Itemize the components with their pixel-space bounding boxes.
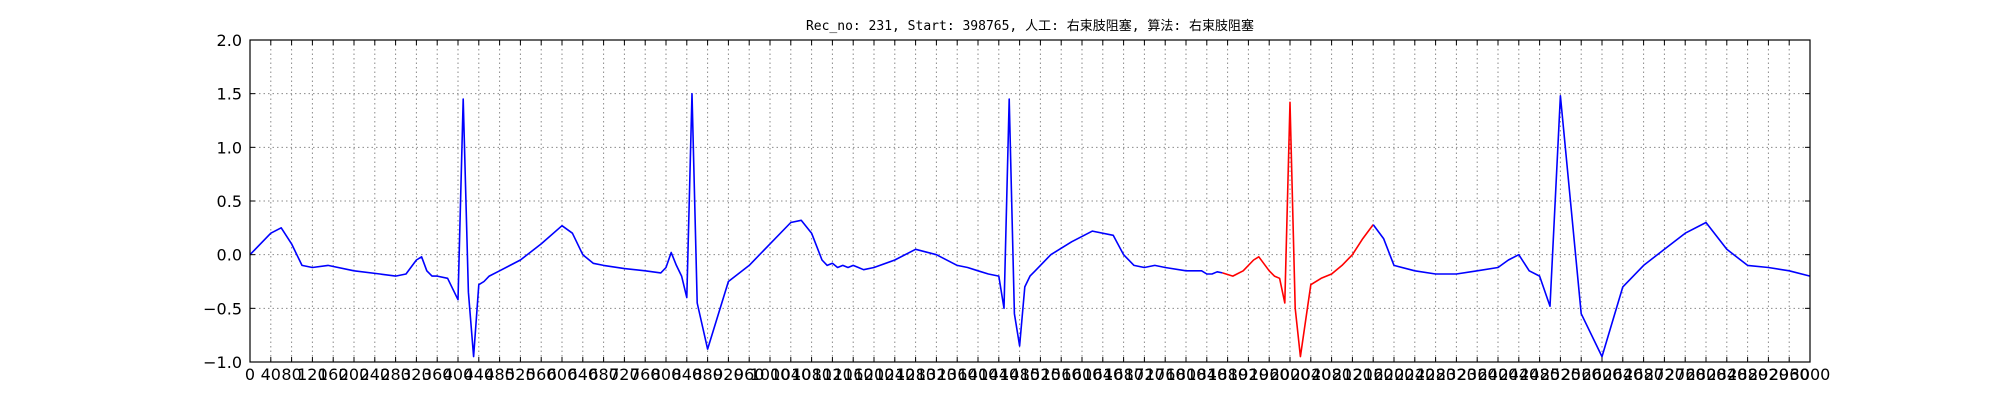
x-tick-label: 1880 bbox=[1207, 365, 1248, 384]
x-tick-label: 2360 bbox=[1457, 365, 1498, 384]
ecg-trace-segment-2 bbox=[1222, 101, 1374, 358]
x-tick-label: 1440 bbox=[978, 365, 1019, 384]
x-tick-label: 720 bbox=[609, 365, 640, 384]
x-tick-label: 280 bbox=[380, 365, 411, 384]
ecg-trace-segment-1 bbox=[249, 92, 1223, 358]
y-tick-label: 0.0 bbox=[217, 246, 242, 265]
y-tick-label: −1.0 bbox=[203, 353, 242, 372]
x-tick-label: 120 bbox=[297, 365, 328, 384]
x-tick-label: 2640 bbox=[1602, 365, 1643, 384]
x-tick-label: 200 bbox=[339, 365, 370, 384]
x-tick-label: 40 bbox=[261, 365, 281, 384]
y-tick-label: 1.0 bbox=[217, 138, 242, 157]
x-tick-label: 640 bbox=[568, 365, 599, 384]
x-tick-label: 1760 bbox=[1145, 365, 1186, 384]
x-tick-label: 2720 bbox=[1644, 365, 1685, 384]
x-tick-label: 360 bbox=[422, 365, 453, 384]
x-tick-label: 2600 bbox=[1582, 365, 1623, 384]
x-tick-label: 2200 bbox=[1374, 365, 1415, 384]
x-tick-label: 2280 bbox=[1415, 365, 1456, 384]
x-tick-label: 3000 bbox=[1790, 365, 1831, 384]
x-tick-label: 400 bbox=[443, 365, 474, 384]
series-layer bbox=[249, 92, 1811, 358]
x-tick-label: 2800 bbox=[1686, 365, 1727, 384]
y-tick-label: 2.0 bbox=[217, 31, 242, 50]
x-tick-label: 1160 bbox=[833, 365, 874, 384]
x-tick-label: 2440 bbox=[1498, 365, 1539, 384]
x-tick-label: 2320 bbox=[1436, 365, 1477, 384]
x-tick-label: 240 bbox=[360, 365, 391, 384]
x-tick-label: 1240 bbox=[874, 365, 915, 384]
x-tick-label: 1800 bbox=[1166, 365, 1207, 384]
x-tick-label: 80 bbox=[281, 365, 301, 384]
x-tick-label: 2160 bbox=[1353, 365, 1394, 384]
x-tick-label: 880 bbox=[692, 365, 723, 384]
x-tick-label: 1520 bbox=[1020, 365, 1061, 384]
x-tick-label: 2000 bbox=[1270, 365, 1311, 384]
x-tick-label: 2240 bbox=[1394, 365, 1435, 384]
grid-layer bbox=[250, 40, 1810, 362]
y-tick-label: −0.5 bbox=[203, 299, 242, 318]
x-tick-label: 440 bbox=[464, 365, 495, 384]
chart-title: Rec_no: 231, Start: 398765, 人工: 右束肢阻塞, 算… bbox=[806, 18, 1254, 34]
x-tick-label: 840 bbox=[672, 365, 703, 384]
y-tick-label: 0.5 bbox=[217, 192, 242, 211]
x-tick-label: 760 bbox=[630, 365, 661, 384]
tick-layer: 0 40 8012016020024028032036040044048052056… bbox=[203, 31, 1830, 384]
x-tick-label: 1080 bbox=[791, 365, 832, 384]
x-tick-label: 1840 bbox=[1186, 365, 1227, 384]
x-tick-label: 1720 bbox=[1124, 365, 1165, 384]
x-tick-label: 960 bbox=[734, 365, 765, 384]
x-tick-label: 1040 bbox=[770, 365, 811, 384]
x-tick-label: 1400 bbox=[958, 365, 999, 384]
x-tick-label: 560 bbox=[526, 365, 557, 384]
x-tick-label: 1960 bbox=[1249, 365, 1290, 384]
x-tick-label: 1120 bbox=[812, 365, 853, 384]
x-tick-label: 1480 bbox=[999, 365, 1040, 384]
x-tick-label: 800 bbox=[651, 365, 682, 384]
x-tick-label: 2400 bbox=[1478, 365, 1519, 384]
x-tick-label: 2760 bbox=[1665, 365, 1706, 384]
x-tick-label: 2840 bbox=[1706, 365, 1747, 384]
x-tick-label: 160 bbox=[318, 365, 349, 384]
x-tick-label: 2080 bbox=[1311, 365, 1352, 384]
x-tick-label: 600 bbox=[547, 365, 578, 384]
x-tick-label: 2960 bbox=[1769, 365, 1810, 384]
x-tick-label: 1920 bbox=[1228, 365, 1269, 384]
x-tick-label: 2880 bbox=[1727, 365, 1768, 384]
x-tick-label: 2120 bbox=[1332, 365, 1373, 384]
x-tick-label: 2680 bbox=[1623, 365, 1664, 384]
x-tick-label: 2560 bbox=[1561, 365, 1602, 384]
x-tick-label: 1640 bbox=[1082, 365, 1123, 384]
x-tick-label: 920 bbox=[713, 365, 744, 384]
x-tick-label: 1200 bbox=[854, 365, 895, 384]
x-tick-label: 2480 bbox=[1519, 365, 1560, 384]
ecg-trace-segment-3 bbox=[1372, 95, 1811, 358]
x-tick-label: 1000 bbox=[750, 365, 791, 384]
x-tick-label: 1320 bbox=[916, 365, 957, 384]
x-tick-label: 1560 bbox=[1041, 365, 1082, 384]
x-tick-label: 1680 bbox=[1103, 365, 1144, 384]
x-tick-label: 2040 bbox=[1290, 365, 1331, 384]
x-tick-label: 0 bbox=[245, 365, 255, 384]
x-tick-label: 2920 bbox=[1748, 365, 1789, 384]
x-tick-label: 1280 bbox=[895, 365, 936, 384]
x-tick-label: 520 bbox=[505, 365, 536, 384]
x-tick-label: 480 bbox=[484, 365, 515, 384]
x-tick-label: 680 bbox=[588, 365, 619, 384]
x-tick-label: 320 bbox=[401, 365, 432, 384]
x-tick-label: 1360 bbox=[937, 365, 978, 384]
x-tick-label: 2520 bbox=[1540, 365, 1581, 384]
y-tick-label: 1.5 bbox=[217, 85, 242, 104]
x-tick-label: 1600 bbox=[1062, 365, 1103, 384]
